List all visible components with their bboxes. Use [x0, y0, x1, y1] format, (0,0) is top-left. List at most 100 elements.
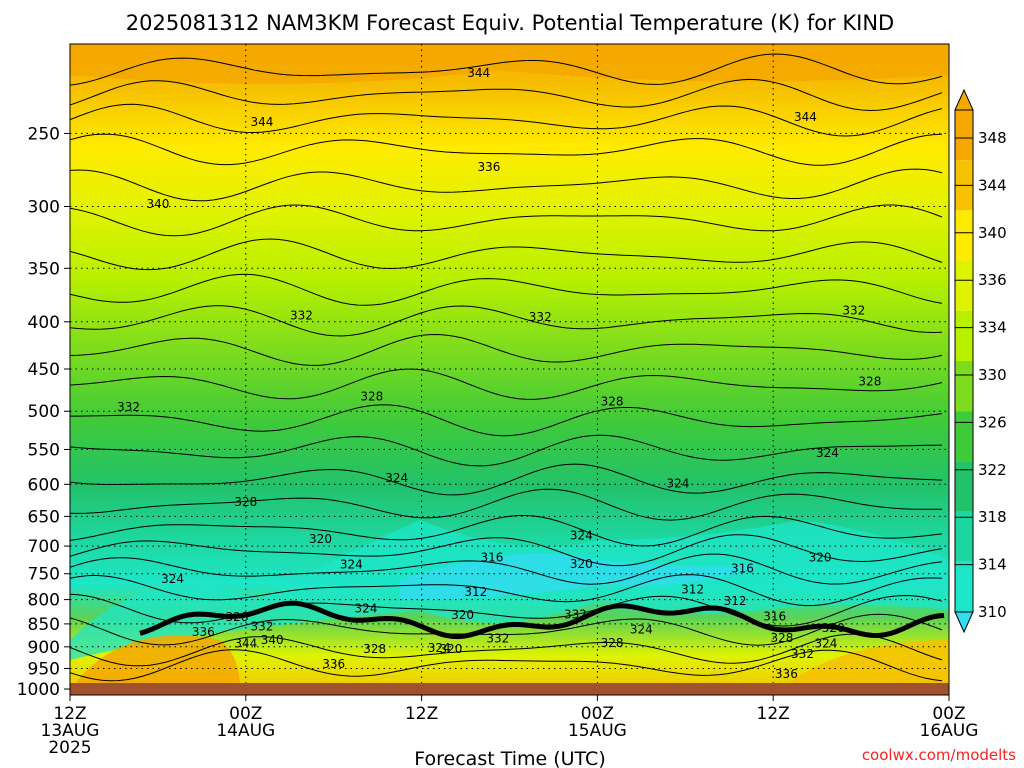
contour-label: 328	[601, 394, 624, 408]
x-tick-label: 14AUG	[216, 721, 275, 741]
contour-label: 332	[250, 620, 273, 634]
contour-line	[70, 273, 943, 306]
contour-line	[70, 633, 943, 667]
contour-label: 344	[234, 637, 257, 651]
y-tick-label: 400	[28, 313, 60, 333]
contour-label: 328	[771, 631, 794, 645]
x-tick-label: 12Z	[53, 704, 86, 724]
y-tick-label: 900	[28, 638, 60, 658]
x-tick-label: 15AUG	[568, 721, 627, 741]
contour-label: 324	[385, 471, 408, 485]
x-tick-label: 16AUG	[920, 721, 979, 741]
contour-label: 316	[480, 550, 503, 564]
y-tick-label: 950	[28, 659, 60, 679]
contour-line	[70, 404, 943, 437]
contour-label: 328	[858, 374, 881, 388]
colorbar-segment	[955, 511, 973, 562]
contour-line	[70, 593, 943, 627]
colorbar-segment	[955, 561, 973, 612]
contour-label: 316	[731, 561, 754, 575]
contour-label: 320	[809, 550, 832, 564]
contour-label: 324	[667, 477, 690, 491]
contour-label: 328	[234, 495, 257, 509]
contour-label: 320	[822, 621, 845, 635]
contour-line	[70, 368, 943, 400]
contour-line	[70, 553, 943, 585]
contour-line	[70, 133, 943, 166]
contour-label: 344	[467, 66, 490, 80]
y-tick-label: 600	[28, 475, 60, 495]
contour-line	[70, 305, 943, 337]
contour-label: 312	[464, 585, 487, 599]
contour-line	[70, 78, 943, 112]
grid-lines	[70, 44, 949, 695]
contour-label: 328	[360, 390, 383, 404]
colorbar-tick-label: 340	[978, 224, 1007, 242]
contour-label: 324	[340, 558, 363, 572]
contour-label: 320	[451, 608, 474, 622]
contour-label: 324	[630, 623, 653, 637]
y-tick-label: 350	[28, 259, 60, 279]
x-axis-label: Forecast Time (UTC)	[414, 748, 605, 768]
x-tick-label: 12Z	[405, 704, 438, 724]
contour-label: 332	[791, 647, 814, 661]
y-tick-label: 750	[28, 565, 60, 585]
colorbar-segment	[955, 260, 973, 311]
colorbar-tick-label: 318	[978, 508, 1007, 526]
colorbar-tick-label: 334	[978, 319, 1007, 337]
colorbar-top-arrow	[954, 88, 974, 111]
y-tick-label: 850	[28, 615, 60, 635]
contour-label: 324	[570, 529, 593, 543]
contour-label: 332	[842, 304, 865, 318]
contour-label: 332	[290, 309, 313, 323]
contour-line	[70, 574, 943, 607]
min-theta-e-core	[400, 553, 760, 600]
y-tick-label: 700	[28, 537, 60, 557]
y-tick-label: 1000	[17, 680, 60, 700]
contour-label: 332	[117, 400, 140, 414]
colorbar-segment	[955, 210, 973, 261]
x-tick-label: 12Z	[757, 704, 790, 724]
contour-line	[70, 168, 943, 202]
contour-line	[70, 488, 943, 521]
colorbar-tick-label: 322	[978, 461, 1007, 479]
contour-label: 332	[529, 310, 552, 324]
ground-layer	[70, 682, 949, 695]
contour-label: 332	[486, 632, 509, 646]
frontal-contour-band	[139, 600, 945, 640]
y-tick-label: 650	[28, 507, 60, 527]
colorbar-segment	[955, 110, 973, 161]
contour-label: 320	[309, 532, 332, 546]
contour-label: 320	[570, 557, 593, 571]
y-tick-label: 550	[28, 440, 60, 460]
credit-text: coolwx.com/modelts	[862, 746, 1016, 764]
y-axis-ticks: 250 300 350 400 450 500 550 600 650 700 750 800 850 9…	[17, 124, 70, 700]
y-tick-label: 500	[28, 402, 60, 422]
colorbar-segment	[955, 411, 973, 462]
x-tick-label: 00Z	[229, 704, 262, 724]
upper-warm-band	[70, 44, 949, 84]
y-tick-label: 250	[28, 124, 60, 144]
contour-line	[70, 649, 943, 682]
contour-line	[70, 53, 943, 86]
contour-label: 340	[146, 197, 169, 211]
contour-label: 324	[354, 602, 377, 616]
contour-label: 344	[794, 110, 817, 124]
contour-label: 336	[478, 160, 501, 174]
y-tick-label: 300	[28, 198, 60, 218]
colorbar-segment	[955, 361, 973, 412]
contour-label: 336	[192, 625, 215, 639]
contour-line	[70, 515, 943, 547]
contour-label: 312	[724, 594, 747, 608]
contour-line	[70, 238, 943, 271]
colorbar-tick-label: 348	[978, 129, 1007, 147]
contour-line	[70, 103, 943, 137]
contour-line	[70, 204, 943, 237]
colorbar-segment	[955, 310, 973, 361]
contour-label: 336	[322, 657, 345, 671]
y-tick-label: 800	[28, 591, 60, 611]
contour-label: 328	[226, 610, 249, 624]
